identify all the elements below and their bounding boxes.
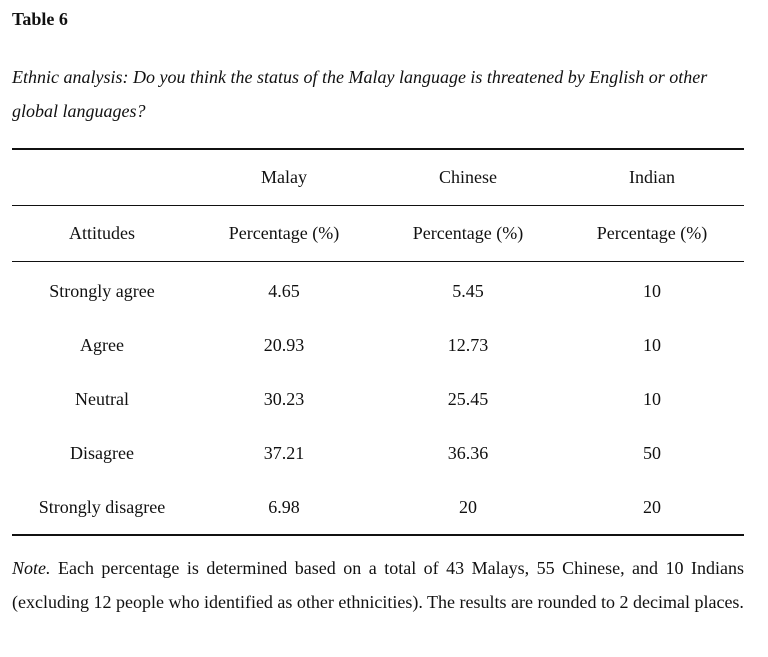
cell-attitude: Strongly disagree	[12, 480, 192, 536]
table-label: Table 6	[12, 9, 68, 29]
header-percentage-indian: Percentage (%)	[560, 205, 744, 262]
cell-chinese: 25.45	[447, 388, 489, 409]
note-label: Note.	[12, 558, 51, 578]
data-table: Malay Chinese Indian Attitudes Percentag…	[12, 148, 744, 536]
cell-chinese: 5.45	[452, 280, 484, 301]
header-group-indian: Indian	[560, 148, 744, 206]
cell-indian: 10	[643, 388, 661, 409]
cell-chinese: 36.36	[447, 442, 489, 463]
cell-chinese: 12.73	[447, 334, 489, 355]
cell-chinese: 20	[376, 480, 560, 536]
cell-indian: 10	[643, 280, 661, 301]
cell-malay: 37.21	[263, 442, 305, 463]
note-text: Each percentage is determined based on a…	[12, 558, 744, 612]
cell-indian: 20	[560, 480, 744, 536]
table-row: Strongly agree 4.65 5.45 10	[12, 262, 744, 319]
cell-indian: 10	[643, 334, 661, 355]
column-group-header-row: Malay Chinese Indian	[12, 148, 744, 206]
header-group-malay: Malay	[192, 148, 376, 206]
table-row: Agree 20.93 12.73 10	[12, 318, 744, 372]
column-sub-header-row: Attitudes Percentage (%) Percentage (%) …	[12, 205, 744, 262]
cell-malay: 4.65	[268, 280, 300, 301]
cell-malay: 20.93	[263, 334, 305, 355]
table-title: Ethnic analysis: Do you think the status…	[12, 67, 708, 121]
cell-attitude: Disagree	[70, 442, 134, 463]
header-group-empty	[12, 148, 192, 206]
header-percentage-malay: Percentage (%)	[192, 205, 376, 262]
cell-malay: 30.23	[263, 388, 305, 409]
table-row: Disagree 37.21 36.36 50	[12, 426, 744, 480]
cell-attitude: Strongly agree	[49, 280, 155, 301]
header-percentage-chinese: Percentage (%)	[376, 205, 560, 262]
table-row: Strongly disagree 6.98 20 20	[12, 480, 744, 536]
header-group-chinese: Chinese	[376, 148, 560, 206]
header-attitudes: Attitudes	[12, 205, 192, 262]
cell-attitude: Neutral	[75, 388, 129, 409]
table-row: Neutral 30.23 25.45 10	[12, 372, 744, 426]
cell-attitude: Agree	[80, 334, 124, 355]
cell-indian: 50	[643, 442, 661, 463]
cell-malay: 6.98	[192, 480, 376, 536]
table-note: Note. Each percentage is determined base…	[12, 551, 744, 619]
